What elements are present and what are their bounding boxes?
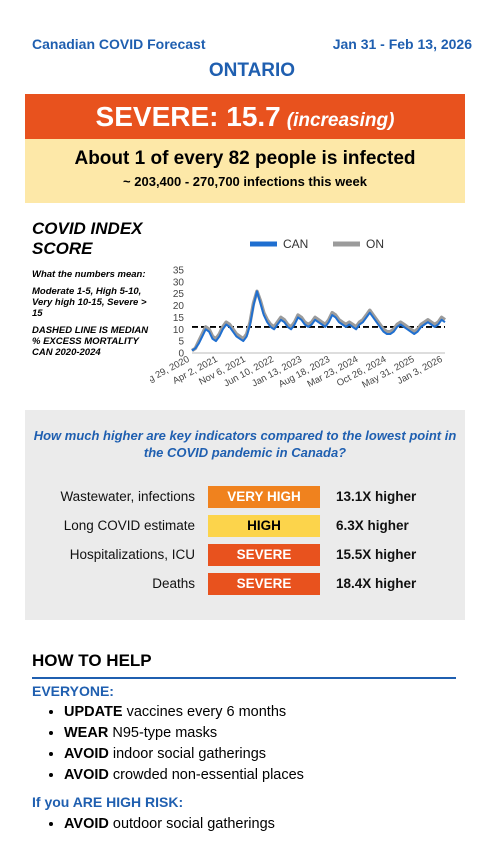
list-item: AVOID indoor social gatherings bbox=[64, 744, 304, 765]
high-risk-label: If you ARE HIGH RISK: bbox=[32, 794, 184, 810]
indicator-badge: VERY HIGH bbox=[208, 486, 320, 508]
list-item: WEAR N95-type masks bbox=[64, 723, 304, 744]
indicator-label: Deaths bbox=[152, 576, 195, 591]
province-name: ONTARIO bbox=[208, 60, 296, 81]
chart-legend: CAN ON bbox=[250, 237, 384, 251]
action-verb: AVOID bbox=[64, 746, 109, 762]
index-notes: What the numbers mean: Moderate 1-5, Hig… bbox=[32, 269, 150, 364]
y-tick-label: 0 bbox=[178, 349, 184, 360]
y-tick-label: 5 bbox=[178, 337, 184, 348]
y-tick-label: 20 bbox=[173, 301, 185, 312]
action-verb: UPDATE bbox=[64, 704, 123, 720]
everyone-list: UPDATE vaccines every 6 months WEAR N95-… bbox=[46, 702, 304, 786]
indicator-label: Long COVID estimate bbox=[63, 518, 195, 533]
severity-level: SEVERE: 15.7 bbox=[95, 101, 281, 132]
severity-trend: (increasing) bbox=[286, 110, 395, 131]
y-tick-label: 10 bbox=[173, 325, 185, 336]
indicators-question: How much higher are key indicators compa… bbox=[33, 428, 457, 460]
indicator-badge: SEVERE bbox=[208, 573, 320, 595]
forecast-header: Canadian COVID Forecast Jan 31 - Feb 13,… bbox=[32, 36, 472, 52]
severity-banner: SEVERE: 15.7 (increasing) bbox=[25, 94, 465, 139]
indicator-badge: SEVERE bbox=[208, 544, 320, 566]
indicator-value: 15.5X higher bbox=[336, 547, 417, 562]
indicator-row: Deaths SEVERE 18.4X higher bbox=[25, 573, 465, 595]
infection-range: ~ 203,400 - 270,700 infections this week bbox=[123, 174, 367, 189]
help-divider bbox=[32, 677, 456, 679]
action-text: N95-type masks bbox=[108, 725, 218, 741]
y-tick-label: 30 bbox=[173, 277, 185, 288]
action-verb: WEAR bbox=[64, 725, 109, 741]
legend-label: CAN bbox=[283, 237, 308, 251]
indicator-value: 18.4X higher bbox=[336, 576, 417, 591]
index-what-label: What the numbers mean: bbox=[32, 269, 146, 280]
indicator-label: Wastewater, infections bbox=[60, 489, 195, 504]
action-text: indoor social gatherings bbox=[108, 746, 267, 762]
indicator-badge: HIGH bbox=[208, 515, 320, 537]
action-text: outdoor social gatherings bbox=[108, 816, 275, 832]
action-text: crowded non-essential places bbox=[108, 767, 304, 783]
y-tick-label: 25 bbox=[173, 289, 185, 300]
indicator-row: Hospitalizations, ICU SEVERE 15.5X highe… bbox=[25, 544, 465, 566]
indicator-row: Wastewater, infections VERY HIGH 13.1X h… bbox=[25, 486, 465, 508]
high-risk-list: AVOID outdoor social gatherings bbox=[46, 814, 275, 835]
action-text: vaccines every 6 months bbox=[122, 704, 287, 720]
index-title: COVID INDEX SCORE bbox=[32, 219, 143, 258]
indicator-value: 13.1X higher bbox=[336, 489, 417, 504]
infection-box: About 1 of every 82 people is infected ~… bbox=[25, 139, 465, 203]
forecast-title: Canadian COVID Forecast bbox=[32, 36, 206, 52]
y-tick-label: 35 bbox=[173, 266, 185, 277]
indicator-row: Long COVID estimate HIGH 6.3X higher bbox=[25, 515, 465, 537]
series-line-on bbox=[191, 289, 447, 353]
list-item: UPDATE vaccines every 6 months bbox=[64, 702, 304, 723]
help-title: HOW TO HELP bbox=[32, 651, 152, 670]
series-line-can bbox=[191, 290, 446, 352]
indicators-panel: How much higher are key indicators compa… bbox=[25, 410, 465, 620]
chart-series bbox=[191, 289, 447, 353]
everyone-label: EVERYONE: bbox=[32, 683, 114, 699]
action-verb: AVOID bbox=[64, 767, 109, 783]
legend-label: ON bbox=[366, 237, 384, 251]
list-item: AVOID crowded non-essential places bbox=[64, 765, 304, 786]
infection-headline: About 1 of every 82 people is infected bbox=[74, 148, 416, 169]
list-item: AVOID outdoor social gatherings bbox=[64, 814, 275, 835]
indicator-value: 6.3X higher bbox=[336, 518, 409, 533]
y-tick-label: 15 bbox=[173, 313, 185, 324]
index-scale: Moderate 1-5, High 5-10, Very high 10-15… bbox=[32, 286, 147, 319]
indicator-label: Hospitalizations, ICU bbox=[69, 547, 195, 562]
forecast-date-range: Jan 31 - Feb 13, 2026 bbox=[332, 36, 472, 52]
index-dashed-note: DASHED LINE IS MEDIAN % EXCESS MORTALITY… bbox=[32, 325, 149, 358]
action-verb: AVOID bbox=[64, 816, 109, 832]
